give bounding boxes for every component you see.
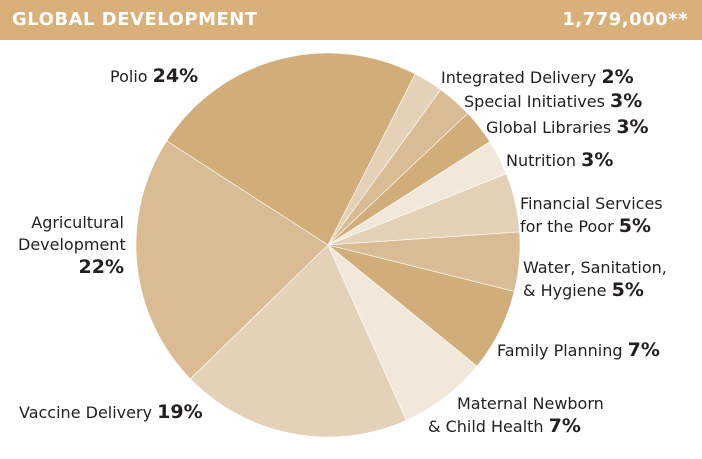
label-special-initiatives: Special Initiatives 3% [464, 90, 643, 112]
chart-header: GLOBAL DEVELOPMENT 1,779,000** [0, 0, 702, 40]
label-nutrition: Nutrition 3% [506, 149, 614, 171]
label-vaccine-delivery: Vaccine Delivery 19% [19, 401, 203, 423]
label-water-sanitation: Water, Sanitation, & Hygiene 5% [523, 258, 667, 301]
label-agricultural-development: Agricultural Development 22% [18, 213, 126, 278]
label-financial-services: Financial Services for the Poor 5% [520, 194, 663, 237]
label-integrated-delivery: Integrated Delivery 2% [441, 66, 634, 88]
label-polio: Polio 24% [110, 65, 199, 87]
chart-total: 1,779,000** [562, 9, 688, 30]
label-maternal-newborn: Maternal Newborn & Child Health 7% [428, 394, 604, 437]
chart-title: GLOBAL DEVELOPMENT [12, 9, 258, 30]
label-family-planning: Family Planning 7% [497, 339, 660, 361]
label-global-libraries: Global Libraries 3% [486, 116, 649, 138]
pie-slice-vaccine-delivery [189, 244, 407, 438]
pie-slice-agricultural-development [135, 140, 329, 380]
pie-slice-polio [166, 52, 416, 246]
